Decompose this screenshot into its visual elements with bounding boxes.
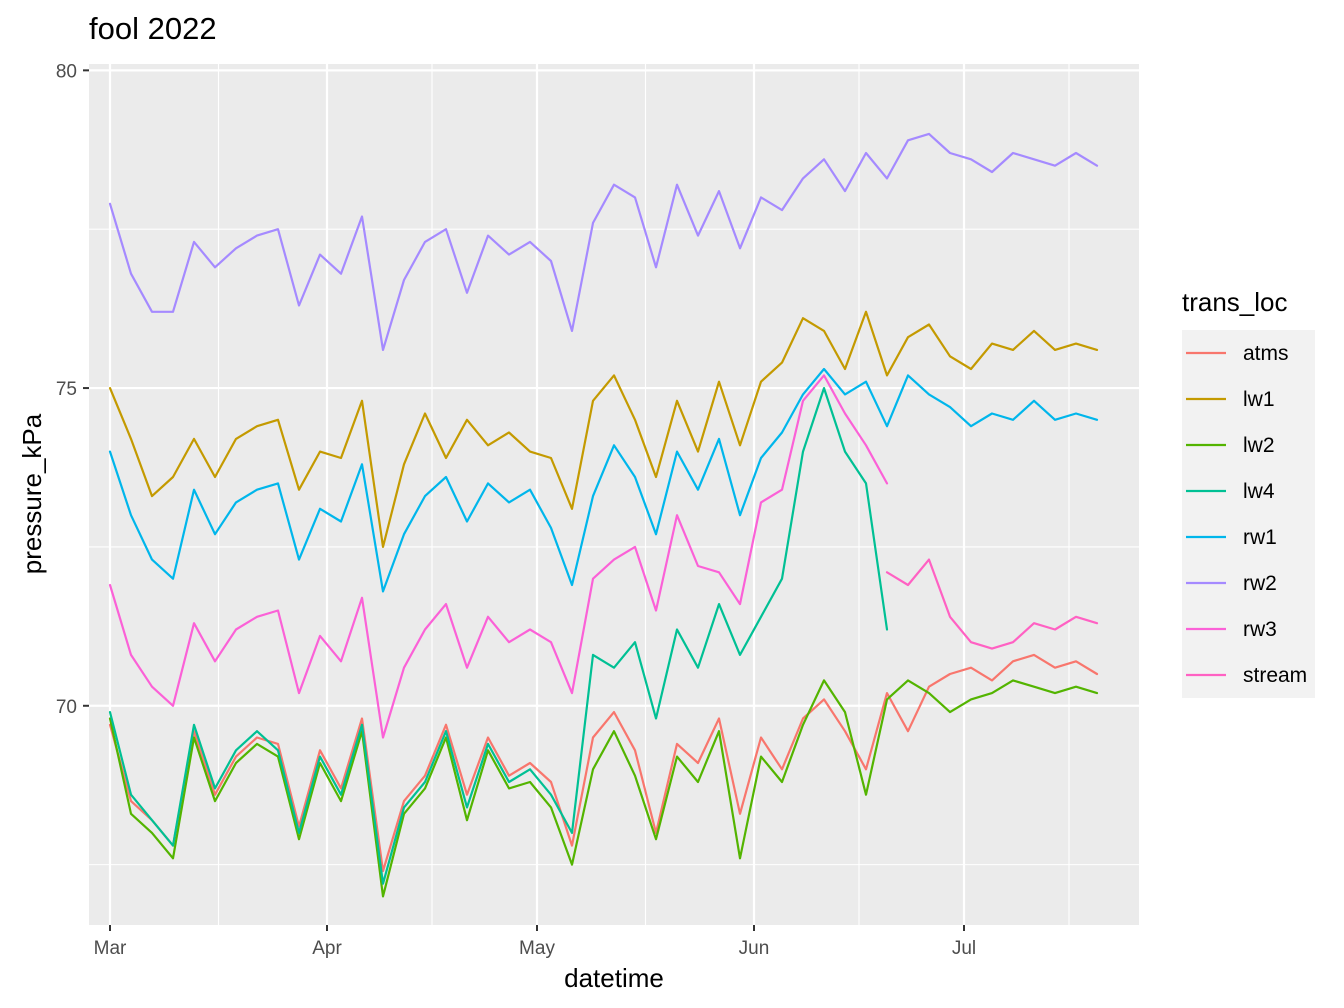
series-line-rw3 — [108, 374, 889, 739]
series-line-lw2 — [108, 679, 1099, 898]
legend-label-lw2: lw2 — [1243, 434, 1275, 457]
y-tick-label: 75 — [56, 379, 77, 400]
series-line-rw2 — [108, 132, 1099, 351]
y-tick-label: 70 — [56, 697, 77, 718]
legend-label-lw1: lw1 — [1243, 388, 1275, 411]
y-axis-title: pressure_kPa — [17, 413, 47, 574]
legend-label-lw4: lw4 — [1243, 480, 1275, 503]
legend-label-rw3: rw3 — [1243, 618, 1277, 641]
legend-label-atms: atms — [1243, 342, 1289, 365]
legend: trans_loc atms lw1 lw2 lw4 rw1 rw2 rw3 stream — [1182, 287, 1315, 698]
x-tick-label: Mar — [94, 938, 127, 959]
series-line-stream — [885, 558, 1099, 650]
legend-key-background — [1182, 330, 1315, 698]
legend-label-stream: stream — [1243, 664, 1307, 687]
legend-label-rw2: rw2 — [1243, 572, 1277, 595]
legend-label-rw1: rw1 — [1243, 526, 1277, 549]
x-tick-label: May — [519, 938, 555, 959]
y-tick-label: 80 — [56, 61, 77, 82]
x-tick-label: Apr — [312, 938, 342, 959]
plot-panel — [89, 64, 1139, 925]
x-tick-label: Jul — [952, 938, 976, 959]
chart-title: fool 2022 — [89, 11, 217, 46]
legend-title: trans_loc — [1182, 287, 1288, 317]
series-line-lw1 — [108, 310, 1099, 549]
axes: 70 75 80 Mar Apr May Jun Jul — [56, 61, 976, 959]
x-tick-label: Jun — [739, 938, 770, 959]
series-lines — [108, 132, 1099, 898]
series-line-rw1 — [108, 367, 1099, 593]
x-axis-title: datetime — [564, 963, 664, 993]
series-line-atms — [108, 653, 1099, 873]
series-line-lw4 — [108, 387, 889, 885]
